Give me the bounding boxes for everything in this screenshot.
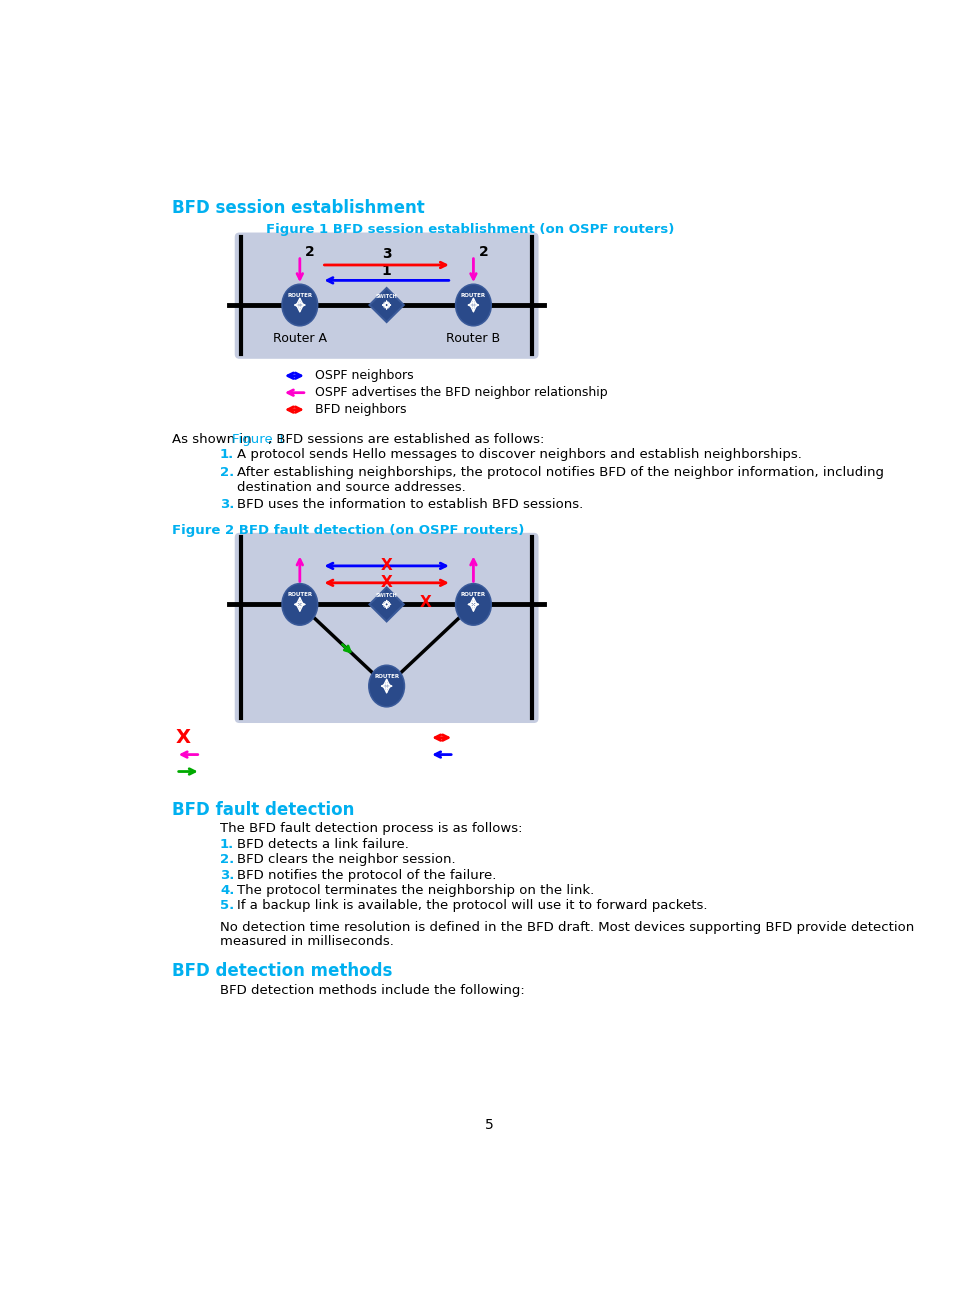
Polygon shape bbox=[371, 289, 402, 320]
Text: ROUTER: ROUTER bbox=[287, 293, 312, 298]
Text: X: X bbox=[419, 595, 431, 610]
Text: ROUTER: ROUTER bbox=[460, 592, 485, 597]
Ellipse shape bbox=[368, 665, 405, 708]
Text: After establishing neighborships, the protocol notifies BFD of the neighbor info: After establishing neighborships, the pr… bbox=[236, 465, 883, 494]
Text: measured in milliseconds.: measured in milliseconds. bbox=[220, 934, 394, 947]
Text: Figure 2 BFD fault detection (on OSPF routers): Figure 2 BFD fault detection (on OSPF ro… bbox=[172, 524, 524, 537]
Ellipse shape bbox=[456, 285, 490, 325]
Text: 2: 2 bbox=[305, 245, 314, 259]
Text: SWITCH: SWITCH bbox=[375, 594, 397, 597]
Text: BFD session establishment: BFD session establishment bbox=[172, 198, 424, 216]
Ellipse shape bbox=[281, 284, 318, 327]
Text: A protocol sends Hello messages to discover neighbors and establish neighborship: A protocol sends Hello messages to disco… bbox=[236, 448, 801, 461]
Text: , BFD sessions are established as follows:: , BFD sessions are established as follow… bbox=[268, 433, 544, 446]
Text: The protocol terminates the neighborship on the link.: The protocol terminates the neighborship… bbox=[236, 884, 594, 897]
Text: Figure 1 BFD session establishment (on OSPF routers): Figure 1 BFD session establishment (on O… bbox=[266, 223, 674, 236]
Text: Router A: Router A bbox=[273, 332, 327, 345]
Text: 1.: 1. bbox=[220, 837, 234, 850]
Text: ROUTER: ROUTER bbox=[374, 674, 398, 679]
Polygon shape bbox=[368, 286, 405, 324]
Ellipse shape bbox=[455, 583, 492, 626]
Text: The BFD fault detection process is as follows:: The BFD fault detection process is as fo… bbox=[220, 823, 522, 836]
Text: 3: 3 bbox=[381, 248, 391, 260]
FancyBboxPatch shape bbox=[234, 533, 537, 723]
Text: X: X bbox=[380, 575, 392, 591]
Text: Router B: Router B bbox=[446, 332, 500, 345]
Text: X: X bbox=[175, 728, 191, 746]
Text: SWITCH: SWITCH bbox=[375, 294, 397, 298]
Text: BFD uses the information to establish BFD sessions.: BFD uses the information to establish BF… bbox=[236, 498, 582, 511]
Text: 3.: 3. bbox=[220, 498, 234, 511]
Text: BFD detection methods: BFD detection methods bbox=[172, 963, 392, 981]
Text: 3.: 3. bbox=[220, 868, 234, 881]
Text: 5: 5 bbox=[484, 1118, 493, 1131]
Ellipse shape bbox=[456, 584, 490, 625]
Text: 2: 2 bbox=[478, 245, 488, 259]
Polygon shape bbox=[368, 586, 405, 623]
Text: 2.: 2. bbox=[220, 853, 234, 866]
Text: ROUTER: ROUTER bbox=[460, 293, 485, 298]
Text: 1: 1 bbox=[381, 264, 391, 279]
Text: 2.: 2. bbox=[220, 465, 234, 478]
Text: BFD clears the neighbor session.: BFD clears the neighbor session. bbox=[236, 853, 456, 866]
Text: X: X bbox=[380, 559, 392, 573]
Text: BFD detects a link failure.: BFD detects a link failure. bbox=[236, 837, 409, 850]
Text: If a backup link is available, the protocol will use it to forward packets.: If a backup link is available, the proto… bbox=[236, 899, 707, 912]
Text: As shown in: As shown in bbox=[172, 433, 255, 446]
Text: ROUTER: ROUTER bbox=[287, 592, 312, 597]
Text: 4.: 4. bbox=[220, 884, 234, 897]
Text: 1.: 1. bbox=[220, 448, 234, 461]
Text: 5.: 5. bbox=[220, 899, 234, 912]
FancyBboxPatch shape bbox=[234, 232, 537, 359]
Text: BFD detection methods include the following:: BFD detection methods include the follow… bbox=[220, 984, 524, 997]
Text: OSPF advertises the BFD neighbor relationship: OSPF advertises the BFD neighbor relatio… bbox=[314, 386, 606, 399]
Ellipse shape bbox=[369, 666, 403, 706]
Ellipse shape bbox=[282, 584, 316, 625]
Text: BFD neighbors: BFD neighbors bbox=[314, 403, 406, 416]
Text: Figure 1: Figure 1 bbox=[232, 433, 285, 446]
Polygon shape bbox=[371, 588, 402, 619]
Ellipse shape bbox=[455, 284, 492, 327]
Text: BFD notifies the protocol of the failure.: BFD notifies the protocol of the failure… bbox=[236, 868, 496, 881]
Text: No detection time resolution is defined in the BFD draft. Most devices supportin: No detection time resolution is defined … bbox=[220, 921, 913, 934]
Text: OSPF neighbors: OSPF neighbors bbox=[314, 369, 413, 382]
Ellipse shape bbox=[282, 285, 316, 325]
Ellipse shape bbox=[281, 583, 318, 626]
Text: BFD fault detection: BFD fault detection bbox=[172, 801, 354, 819]
